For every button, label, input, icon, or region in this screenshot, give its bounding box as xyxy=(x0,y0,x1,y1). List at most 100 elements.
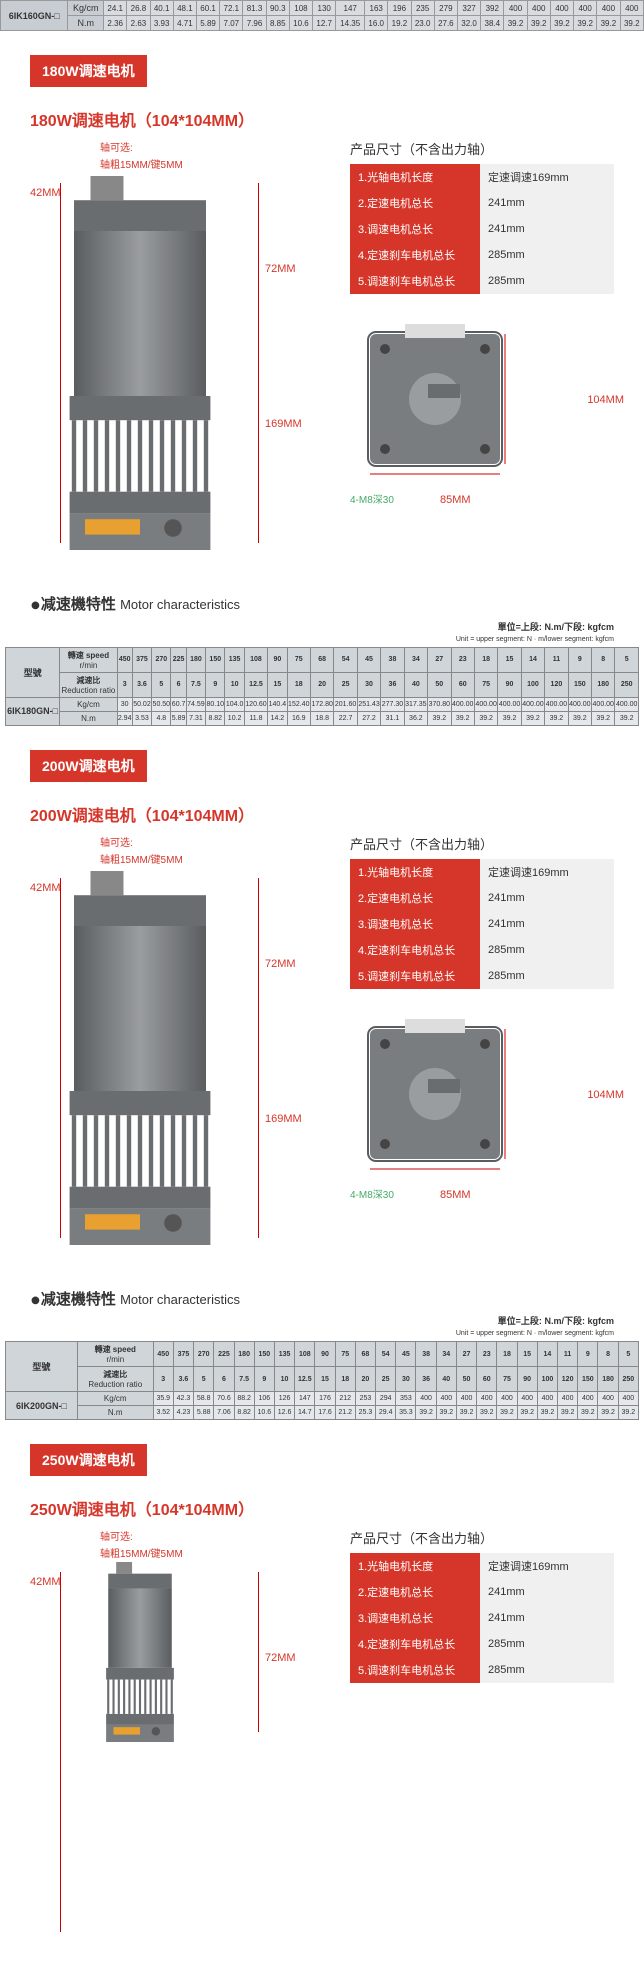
nm-cell: 16.9 xyxy=(287,711,310,725)
ratio-cell: 25 xyxy=(334,672,357,697)
char-model: 6IK200GN-□ xyxy=(6,1392,78,1420)
kgcm-cell: 201.60 xyxy=(334,697,357,711)
kgcm-cell: 152.40 xyxy=(287,697,310,711)
char-unit: 單位=上段: N.m/下段: kgfcmUnit = upper segment… xyxy=(0,620,644,643)
size-label: 4.定速刹车电机总长 xyxy=(350,242,480,268)
speed-cell: 15 xyxy=(517,1342,537,1367)
speed-label: 轉速 speedr/min xyxy=(60,647,117,672)
kgcm-cell: 400 xyxy=(416,1392,436,1406)
ratio-cell: 5 xyxy=(152,672,171,697)
ratio-cell: 3.6 xyxy=(132,672,151,697)
shaft-note: 轴可选: xyxy=(100,1528,330,1543)
kgcm-cell: 294 xyxy=(376,1392,396,1406)
char-unit: 單位=上段: N.m/下段: kgfcmUnit = upper segment… xyxy=(0,1314,644,1337)
size-title: 产品尺寸（不含出力轴） xyxy=(350,139,614,158)
speed-cell: 450 xyxy=(117,647,132,672)
ratio-cell: 150 xyxy=(568,672,591,697)
motor-side-image xyxy=(30,173,250,553)
size-value: 241mm xyxy=(480,911,614,937)
ratio-cell: 50 xyxy=(456,1367,476,1392)
ratio-cell: 3 xyxy=(153,1367,173,1392)
dim-104: 104MM xyxy=(587,1089,624,1101)
size-label: 1.光轴电机长度 xyxy=(350,1553,480,1579)
speed-cell: 225 xyxy=(171,647,186,672)
ratio-cell: 60 xyxy=(477,1367,497,1392)
kgcm-cell: 400 xyxy=(456,1392,476,1406)
kgcm-cell: 88.2 xyxy=(234,1392,254,1406)
size-value: 285mm xyxy=(480,963,614,989)
data-cell: 130 xyxy=(313,1,336,16)
data-cell: 7.96 xyxy=(243,16,266,31)
nm-cell: 3.52 xyxy=(153,1406,173,1420)
ratio-cell: 15 xyxy=(268,672,287,697)
speed-cell: 75 xyxy=(335,1342,355,1367)
nm-cell: 39.2 xyxy=(592,711,615,725)
ratio-cell: 20 xyxy=(355,1367,375,1392)
speed-label: 轉速 speedr/min xyxy=(77,1342,153,1367)
ratio-cell: 40 xyxy=(404,672,427,697)
nm-cell: 7.06 xyxy=(214,1406,234,1420)
speed-cell: 11 xyxy=(558,1342,578,1367)
ratio-cell: 90 xyxy=(517,1367,537,1392)
ratio-cell: 75 xyxy=(497,1367,517,1392)
nm-cell: 27.2 xyxy=(357,711,380,725)
nm-cell: 2.94 xyxy=(117,711,132,725)
kgcm-cell: 120.60 xyxy=(244,697,267,711)
top-spec-table: 6IK160GN-□Kg/cm24.126.840.148.160.172.18… xyxy=(0,0,644,31)
shaft-note: 轴可选: xyxy=(100,834,330,849)
kgcm-cell: 74.59 xyxy=(186,697,205,711)
kgcm-cell: 58.8 xyxy=(194,1392,214,1406)
size-label: 3.调速电机总长 xyxy=(350,1605,480,1631)
kgcm-cell: 400 xyxy=(598,1392,618,1406)
speed-cell: 5 xyxy=(615,647,639,672)
char-table: 型號轉速 speedr/min4503752702251801501351089… xyxy=(5,647,639,726)
speed-cell: 23 xyxy=(451,647,474,672)
kgcm-label: Kg/cm xyxy=(60,697,117,711)
nm-cell: 10.6 xyxy=(254,1406,274,1420)
speed-cell: 75 xyxy=(287,647,310,672)
size-label: 3.调速电机总长 xyxy=(350,216,480,242)
nm-cell: 4.23 xyxy=(173,1406,193,1420)
motor-side-image xyxy=(30,868,250,1248)
speed-cell: 270 xyxy=(194,1342,214,1367)
nm-cell: 29.4 xyxy=(376,1406,396,1420)
nm-cell: 8.82 xyxy=(206,711,225,725)
data-cell: 81.3 xyxy=(243,1,266,16)
data-cell: 48.1 xyxy=(173,1,196,16)
speed-cell: 68 xyxy=(355,1342,375,1367)
nm-cell: 8.82 xyxy=(234,1406,254,1420)
nm-cell: 10.2 xyxy=(225,711,244,725)
dim-169: 169MM xyxy=(265,418,302,430)
nm-cell: 12.6 xyxy=(274,1406,294,1420)
unit-cell: N.m xyxy=(68,16,104,31)
size-value: 285mm xyxy=(480,242,614,268)
size-label: 5.调速刹车电机总长 xyxy=(350,268,480,294)
kgcm-cell: 104.0 xyxy=(225,697,244,711)
model-cell: 6IK160GN-□ xyxy=(1,1,68,31)
speed-cell: 14 xyxy=(521,647,544,672)
ratio-cell: 60 xyxy=(451,672,474,697)
nm-cell: 39.2 xyxy=(517,1406,537,1420)
ratio-cell: 75 xyxy=(474,672,497,697)
ratio-cell: 5 xyxy=(194,1367,214,1392)
data-cell: 72.1 xyxy=(220,1,243,16)
dim-72: 72MM xyxy=(265,263,296,275)
nm-cell: 14.7 xyxy=(295,1406,315,1420)
data-cell: 39.2 xyxy=(574,16,597,31)
kgcm-cell: 70.6 xyxy=(214,1392,234,1406)
nm-cell: 31.1 xyxy=(381,711,404,725)
gearhead-front-image xyxy=(350,324,520,484)
kgcm-cell: 126 xyxy=(274,1392,294,1406)
m8-note: 4-M8深30 xyxy=(350,1186,394,1201)
speed-cell: 9 xyxy=(568,647,591,672)
kgcm-cell: 400.00 xyxy=(521,697,544,711)
nm-cell: 39.2 xyxy=(521,711,544,725)
kgcm-cell: 353 xyxy=(396,1392,416,1406)
data-cell: 90.3 xyxy=(266,1,289,16)
speed-cell: 8 xyxy=(598,1342,618,1367)
size-value: 241mm xyxy=(480,190,614,216)
kgcm-cell: 400 xyxy=(618,1392,638,1406)
size-value: 241mm xyxy=(480,1605,614,1631)
data-cell: 400 xyxy=(597,1,620,16)
speed-cell: 14 xyxy=(537,1342,557,1367)
